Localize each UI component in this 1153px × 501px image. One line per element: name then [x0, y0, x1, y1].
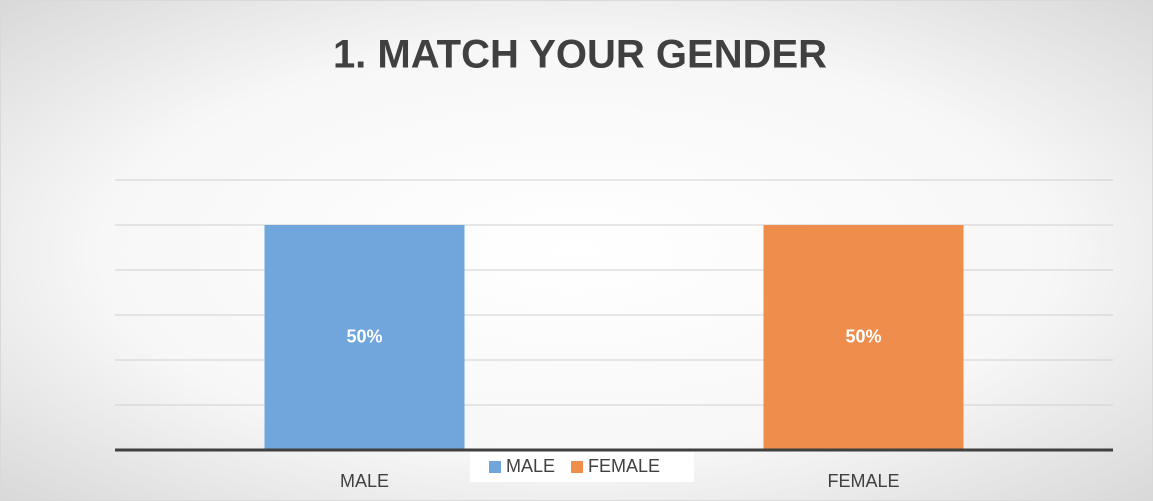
legend-label: FEMALE [588, 456, 660, 476]
legend-swatch [489, 461, 501, 473]
bar [763, 225, 964, 450]
chart-title: 1. MATCH YOUR GENDER [333, 33, 827, 77]
x-tick-label: FEMALE [827, 471, 899, 491]
data-label: 50% [845, 326, 881, 346]
x-tick-label: MALE [340, 471, 389, 491]
legend-label: MALE [506, 456, 555, 476]
bar [264, 225, 465, 450]
legend-swatch [571, 461, 584, 473]
data-label: 50% [346, 326, 382, 346]
